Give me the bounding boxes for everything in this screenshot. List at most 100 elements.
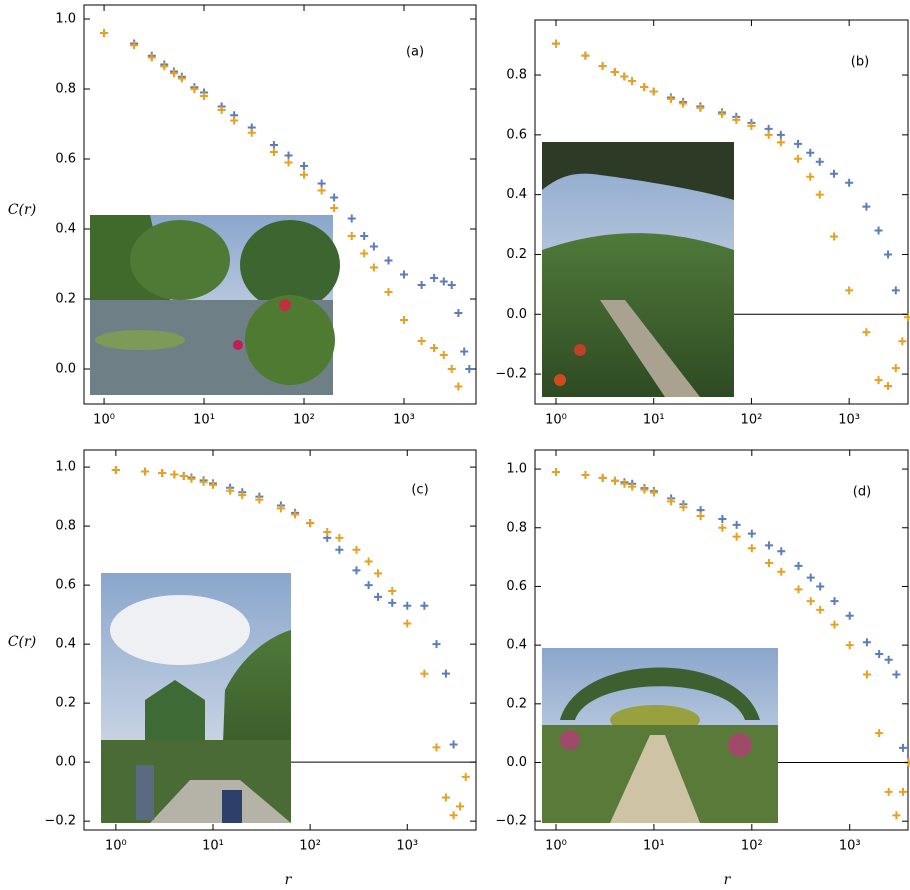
axes-frame <box>534 19 909 405</box>
data-point <box>447 281 456 289</box>
y-tick-label: −0.2 <box>44 814 76 829</box>
axes-frame <box>83 449 477 831</box>
data-point <box>388 598 397 607</box>
data-point <box>217 106 226 114</box>
data-point <box>875 729 884 738</box>
data-point <box>815 190 824 199</box>
y-axis-label: C(r) <box>8 202 36 218</box>
data-point <box>388 587 397 596</box>
data-point <box>765 541 774 550</box>
data-point <box>892 670 901 679</box>
x-tick-label: 10² <box>741 839 763 854</box>
inset-photo <box>90 215 340 395</box>
axes-frame <box>83 4 477 405</box>
data-point <box>732 532 741 541</box>
data-point <box>399 270 408 279</box>
data-point <box>816 582 825 591</box>
y-tick-label: 0.4 <box>506 187 527 202</box>
data-point <box>461 772 470 781</box>
data-point <box>439 351 448 359</box>
data-point <box>806 573 815 582</box>
data-point <box>816 605 825 614</box>
data-point <box>430 274 439 282</box>
data-point <box>640 82 649 91</box>
data-point <box>226 486 235 495</box>
data-point <box>190 85 199 93</box>
data-point <box>875 649 884 658</box>
data-point <box>432 743 441 752</box>
data-point <box>179 471 188 480</box>
data-point <box>794 154 803 163</box>
data-point <box>794 561 803 570</box>
data-point <box>845 641 854 650</box>
data-point <box>696 103 705 112</box>
y-tick-label: 0.4 <box>55 222 76 237</box>
data-point <box>581 470 590 479</box>
data-point <box>269 148 278 156</box>
inset-photo <box>542 142 734 397</box>
data-point <box>384 288 393 296</box>
x-tick-label: 10¹ <box>643 413 665 428</box>
data-point <box>323 528 332 537</box>
data-point <box>177 74 186 83</box>
x-tick-label: 10² <box>293 413 315 428</box>
data-point <box>891 364 900 373</box>
data-point <box>884 787 893 796</box>
y-tick-label: 0.2 <box>506 247 527 262</box>
data-point <box>199 477 208 486</box>
data-point <box>460 347 469 356</box>
x-tick-label: 10³ <box>396 839 418 854</box>
data-point <box>403 619 412 628</box>
x-tick-label: 10² <box>741 413 763 428</box>
data-point <box>335 533 344 542</box>
data-point <box>454 309 463 317</box>
data-point <box>158 469 167 478</box>
data-point <box>667 497 676 506</box>
data-point <box>417 281 426 289</box>
y-tick-label: 0.8 <box>506 68 527 83</box>
data-point <box>777 567 786 576</box>
data-point <box>764 130 773 139</box>
data-point <box>552 468 561 477</box>
data-point <box>449 811 458 820</box>
y-tick-label: 0.8 <box>55 519 76 534</box>
data-point <box>352 566 361 575</box>
data-point <box>208 480 217 489</box>
data-point <box>170 470 179 479</box>
data-point <box>830 232 839 241</box>
panel-label: (d) <box>853 485 871 500</box>
data-point <box>352 545 361 554</box>
data-point <box>732 520 741 529</box>
data-point <box>718 514 727 523</box>
x-axis-label: r <box>724 872 732 888</box>
data-point <box>610 68 619 77</box>
y-tick-label: 1.0 <box>55 460 76 475</box>
inset-photo <box>542 648 778 823</box>
data-point <box>598 62 607 71</box>
y-tick-label: 0.8 <box>506 520 527 535</box>
data-point <box>628 77 637 86</box>
data-point <box>360 232 369 240</box>
y-tick-label: 0.0 <box>506 307 527 322</box>
x-tick-label: 10⁰ <box>545 413 567 428</box>
data-point <box>456 802 465 811</box>
data-point <box>747 529 756 538</box>
data-point <box>598 473 607 482</box>
data-point <box>111 466 120 475</box>
data-point <box>884 382 893 391</box>
data-point <box>374 569 383 578</box>
data-point <box>330 193 339 202</box>
data-point <box>776 130 785 139</box>
data-point <box>439 277 448 286</box>
data-point <box>160 62 169 71</box>
data-point <box>806 597 815 606</box>
data-point <box>447 365 456 373</box>
data-point <box>374 592 383 601</box>
data-point <box>892 811 901 820</box>
x-tick-label: 10¹ <box>193 413 215 428</box>
data-point <box>347 232 356 240</box>
y-tick-label: 0.6 <box>55 152 76 167</box>
axes-frame <box>534 449 909 831</box>
